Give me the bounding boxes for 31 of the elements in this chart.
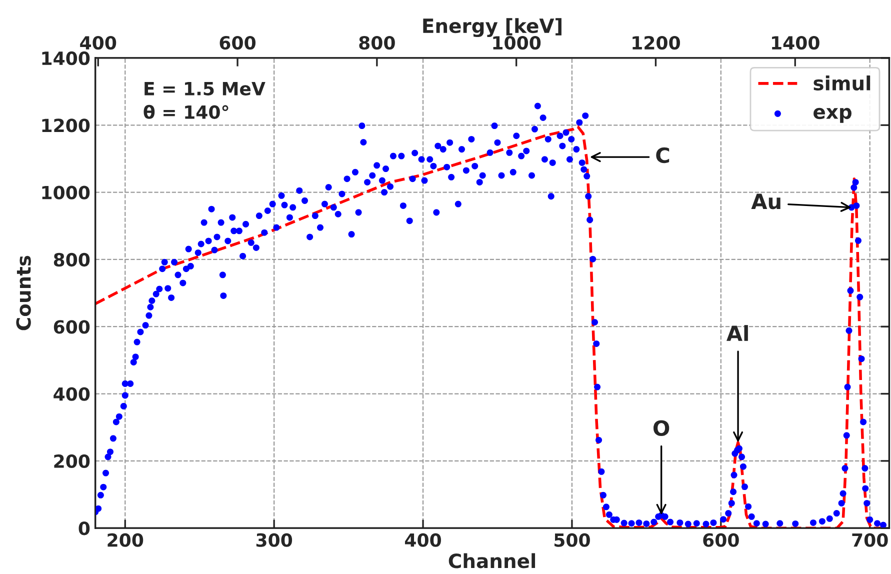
y-tick-label: 800: [54, 252, 90, 267]
x2-tick-label: 400: [80, 36, 116, 50]
x-tick-label: 500: [554, 533, 590, 547]
legend-label: exp: [814, 108, 852, 123]
y-tick-label: 200: [54, 454, 90, 468]
x-tick-label: 600: [703, 533, 739, 547]
y-tick-label: 400: [54, 387, 90, 401]
annotation: θ = 140°: [144, 104, 228, 119]
x2-tick-label: 1000: [493, 36, 541, 50]
y-tick-label: 0: [78, 522, 90, 536]
annotation: C: [656, 147, 670, 164]
y-tick-label: 1200: [42, 118, 90, 132]
y-tick-label: 600: [54, 320, 90, 334]
legend-label: simul: [814, 75, 870, 91]
x2-tick-label: 600: [220, 36, 256, 50]
x2-axis-title: Energy [keV]: [423, 18, 562, 38]
y-tick-label: 1400: [42, 51, 90, 66]
annotation: O: [654, 420, 670, 436]
annotation: Au: [751, 194, 780, 210]
x-tick-label: 300: [256, 533, 292, 547]
x2-tick-label: 800: [359, 36, 395, 50]
annotation: Al: [726, 325, 748, 341]
x2-tick-label: 1400: [772, 36, 820, 50]
x-axis-title: Channel: [448, 553, 536, 568]
y-tick-label: 1000: [42, 186, 90, 200]
x-tick-label: 200: [108, 533, 144, 547]
x2-tick-label: 1200: [632, 36, 680, 50]
x-tick-label: 400: [404, 533, 441, 547]
y-axis-title: Counts: [16, 256, 31, 330]
x-tick-label: 700: [852, 533, 888, 547]
annotation: E = 1.5 MeV: [144, 82, 266, 96]
